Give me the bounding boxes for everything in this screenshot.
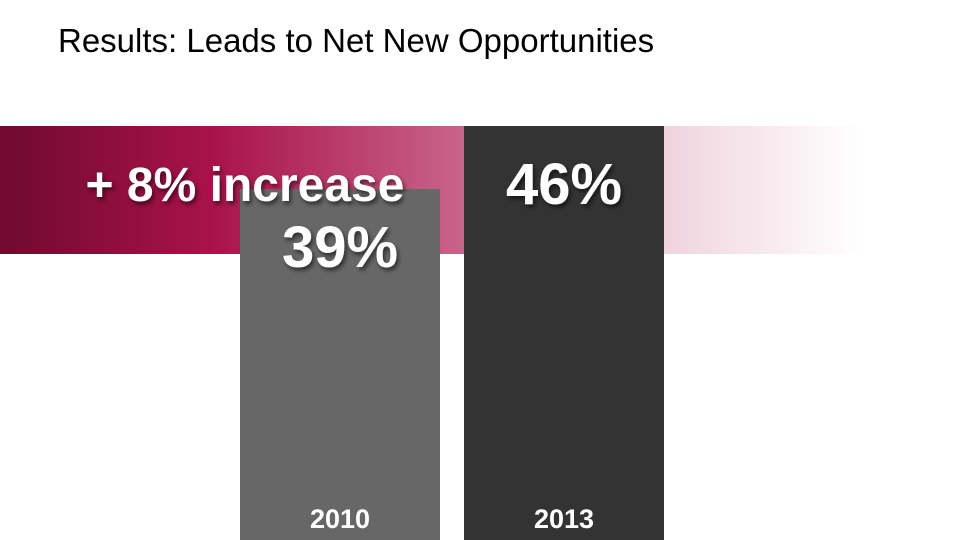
bar-2010	[240, 189, 440, 540]
value-label-2013: 46%	[506, 152, 622, 217]
category-label-2013: 2013	[534, 504, 594, 534]
value-label-2010: 39%	[282, 215, 398, 280]
slide-title: Results: Leads to Net New Opportunities	[58, 22, 655, 59]
highlight-band-right	[664, 126, 862, 254]
increase-label: + 8% increase	[85, 159, 405, 212]
category-label-2010: 2010	[310, 504, 370, 534]
bar-2013	[464, 126, 664, 540]
